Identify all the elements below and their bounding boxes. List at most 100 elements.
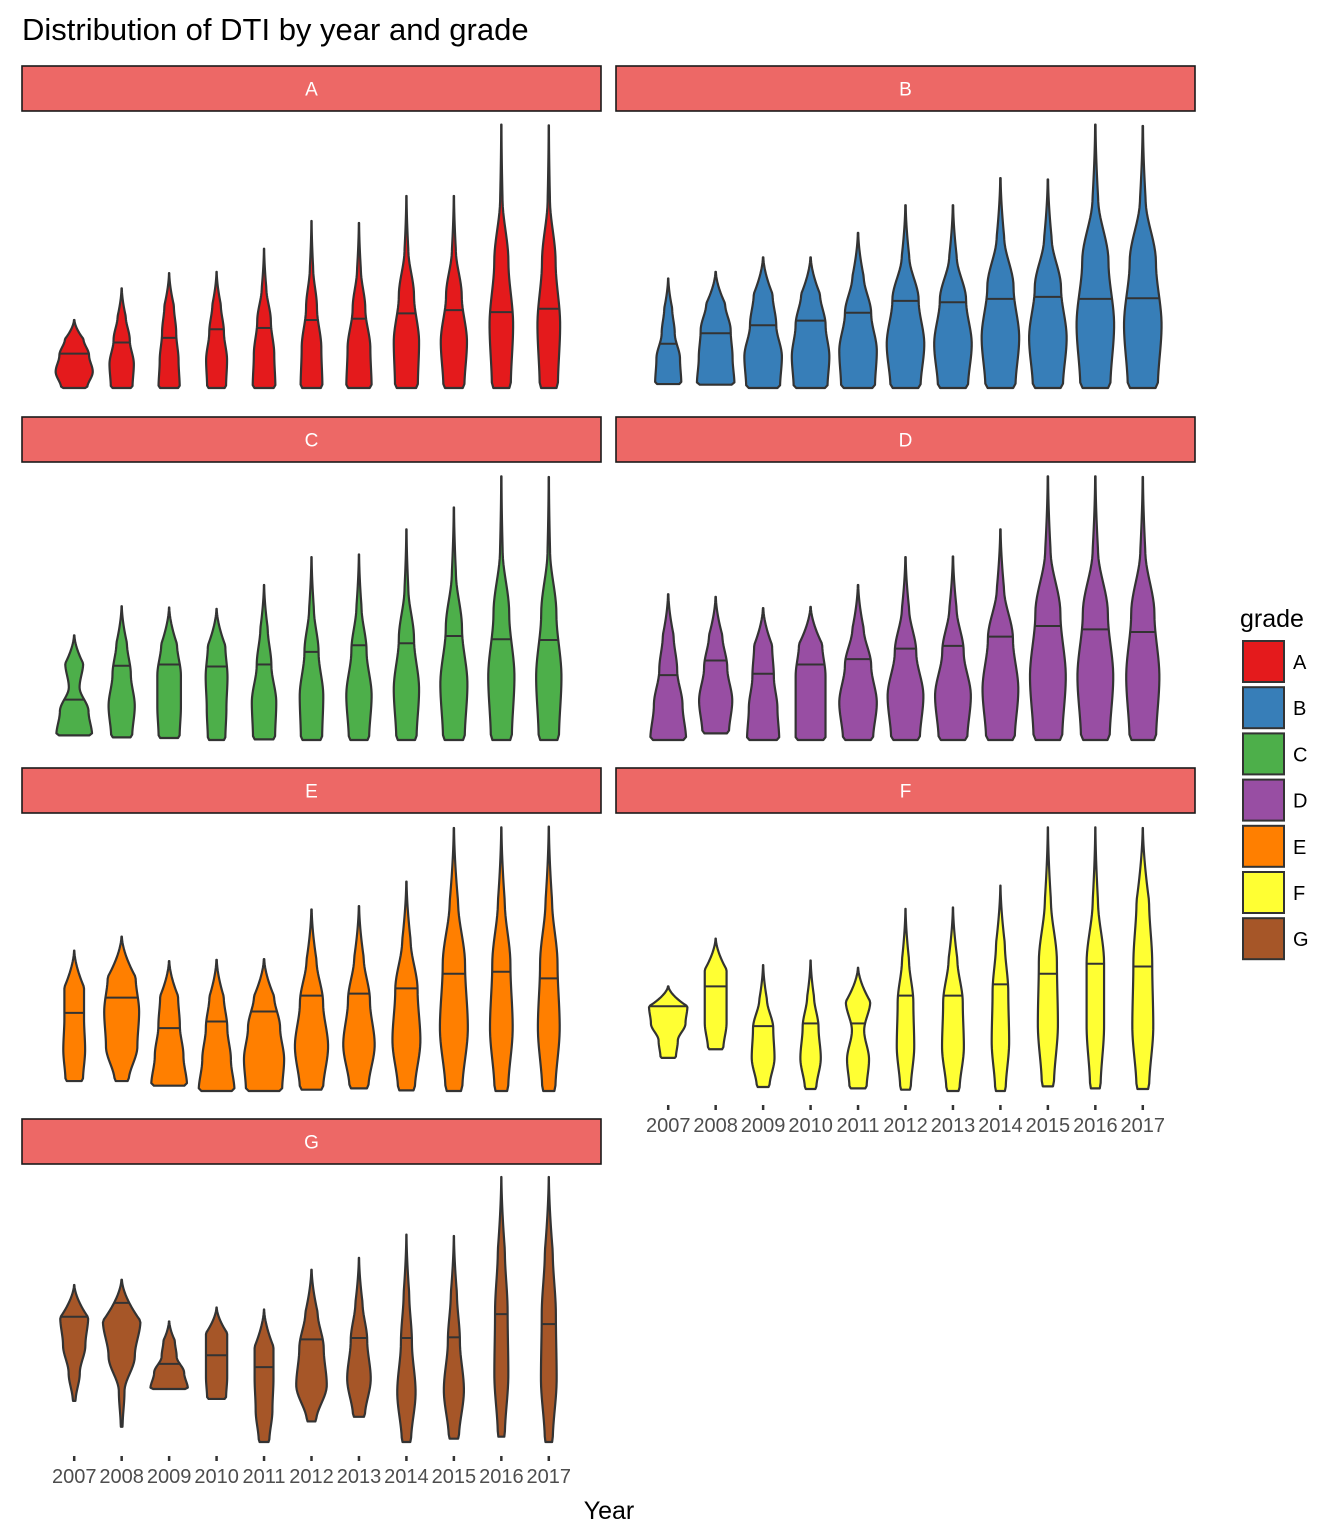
x-tick-label: 2009	[741, 1115, 786, 1137]
violin-A-2008	[108, 287, 135, 390]
violin-G-2012	[295, 1268, 328, 1423]
violin-D-2015	[1028, 475, 1067, 742]
facet-strip-label: B	[899, 80, 912, 101]
legend-key-B	[1242, 686, 1285, 730]
violin-C-2015	[439, 506, 469, 742]
x-tick-label: 2010	[788, 1115, 833, 1137]
x-tick-label: 2016	[1073, 1115, 1118, 1137]
legend-title: grade	[1240, 605, 1304, 633]
legend-item-A: A	[1242, 640, 1307, 683]
violin-E-2012	[293, 908, 330, 1091]
violin-G-2007	[59, 1283, 90, 1403]
violin-B-2012	[885, 204, 926, 390]
violin-G-2009	[149, 1320, 189, 1391]
violin-E-2007	[62, 949, 87, 1083]
violin-C-2009	[156, 606, 183, 740]
legend-item-C: C	[1242, 732, 1307, 776]
violin-C-2013	[345, 553, 373, 742]
x-tick-label: 2010	[194, 1466, 239, 1488]
violin-B-2016	[1075, 123, 1116, 390]
violin-E-2010	[197, 958, 236, 1093]
violin-C-2007	[55, 634, 94, 737]
violin-D-2016	[1076, 475, 1115, 742]
facet-panel-F: F	[615, 767, 1196, 1093]
violin-A-2017	[536, 124, 562, 390]
legend-label-D: D	[1293, 791, 1307, 813]
facet-panel-C: C	[21, 416, 602, 742]
violin-B-2007	[654, 277, 683, 386]
x-tick-label: 2007	[52, 1466, 97, 1488]
legend-label-E: E	[1293, 837, 1306, 859]
legend-item-G: G	[1242, 917, 1309, 961]
violin-B-2013	[933, 204, 973, 390]
violin-B-2009	[743, 256, 783, 390]
facet-panel-G: G	[21, 1118, 602, 1444]
facet-strip-E	[21, 767, 602, 814]
x-tick-label: 2017	[1121, 1115, 1166, 1137]
violin-G-2008	[101, 1278, 142, 1428]
chart-title: Distribution of DTI by year and grade	[22, 12, 529, 47]
x-tick-label: 2013	[931, 1115, 976, 1137]
legend-items: A B C D E F G	[1242, 640, 1309, 961]
violin-F-2014	[990, 884, 1011, 1093]
violin-E-2008	[103, 935, 141, 1083]
violin-C-2008	[107, 605, 136, 739]
violin-F-2016	[1085, 826, 1106, 1090]
facet-strip-A	[21, 65, 602, 112]
facet-strip-C	[21, 416, 602, 463]
facet-strip-label: E	[305, 782, 318, 803]
violin-A-2016	[488, 123, 515, 390]
violin-F-2012	[895, 907, 916, 1091]
legend-key-D	[1242, 778, 1285, 822]
facet-strip-D	[615, 416, 1196, 463]
x-tick-label: 2015	[1026, 1115, 1071, 1137]
facet-panel-D: D	[615, 416, 1196, 742]
violin-F-2015	[1036, 826, 1060, 1088]
facet-strip-B	[615, 65, 1196, 112]
legend-label-B: B	[1293, 698, 1306, 720]
violin-D-2017	[1125, 475, 1161, 742]
x-tick-label: 2008	[99, 1466, 144, 1488]
legend-item-B: B	[1242, 686, 1306, 730]
violin-A-2011	[251, 247, 277, 390]
legend-key-F	[1242, 871, 1285, 914]
legend-item-D: D	[1242, 778, 1307, 822]
violin-F-2010	[799, 959, 822, 1091]
legend-label-A: A	[1293, 652, 1307, 674]
violin-D-2014	[981, 528, 1020, 742]
facet-strip-label: A	[305, 80, 318, 101]
x-axis-G: 2007 2008 2009 2010 2011 2012 2013 2014 2015 2016…	[52, 1456, 571, 1488]
violin-C-2017	[535, 475, 563, 742]
facet-strip-label: G	[304, 1133, 319, 1154]
facet-panel-E: E	[21, 767, 602, 1093]
violin-G-2011	[253, 1308, 275, 1444]
violin-A-2012	[299, 219, 324, 390]
legend-item-E: E	[1242, 824, 1306, 868]
x-axis-F: 2007 2008 2009 2010 2011 2012 2013 2014 2015 2016…	[646, 1105, 1165, 1137]
facet-panels: A B C D E F G	[21, 65, 1196, 1444]
facet-strip-label: C	[305, 431, 319, 452]
x-tick-label: 2013	[337, 1466, 382, 1488]
violin-B-2017	[1122, 124, 1163, 390]
x-tick-label: 2009	[147, 1466, 192, 1488]
violin-B-2008	[695, 270, 736, 386]
violin-F-2013	[940, 906, 965, 1093]
violin-C-2016	[487, 475, 516, 742]
legend: grade A B C D E F G	[1240, 605, 1309, 961]
violin-D-2007	[649, 593, 688, 742]
violin-E-2009	[150, 960, 189, 1087]
x-tick-label: 2014	[978, 1115, 1023, 1137]
legend-item-F: F	[1242, 871, 1305, 914]
violin-B-2014	[980, 177, 1021, 390]
violin-F-2008	[703, 937, 728, 1051]
facet-strip-F	[615, 767, 1196, 814]
violin-G-2017	[539, 1175, 558, 1444]
facet-panel-B: B	[615, 65, 1196, 390]
violin-C-2011	[250, 583, 278, 741]
legend-key-C	[1242, 732, 1285, 776]
violin-B-2011	[838, 231, 878, 390]
x-tick-label: 2015	[432, 1466, 477, 1488]
legend-label-G: G	[1293, 929, 1309, 951]
violin-F-2017	[1131, 826, 1155, 1091]
